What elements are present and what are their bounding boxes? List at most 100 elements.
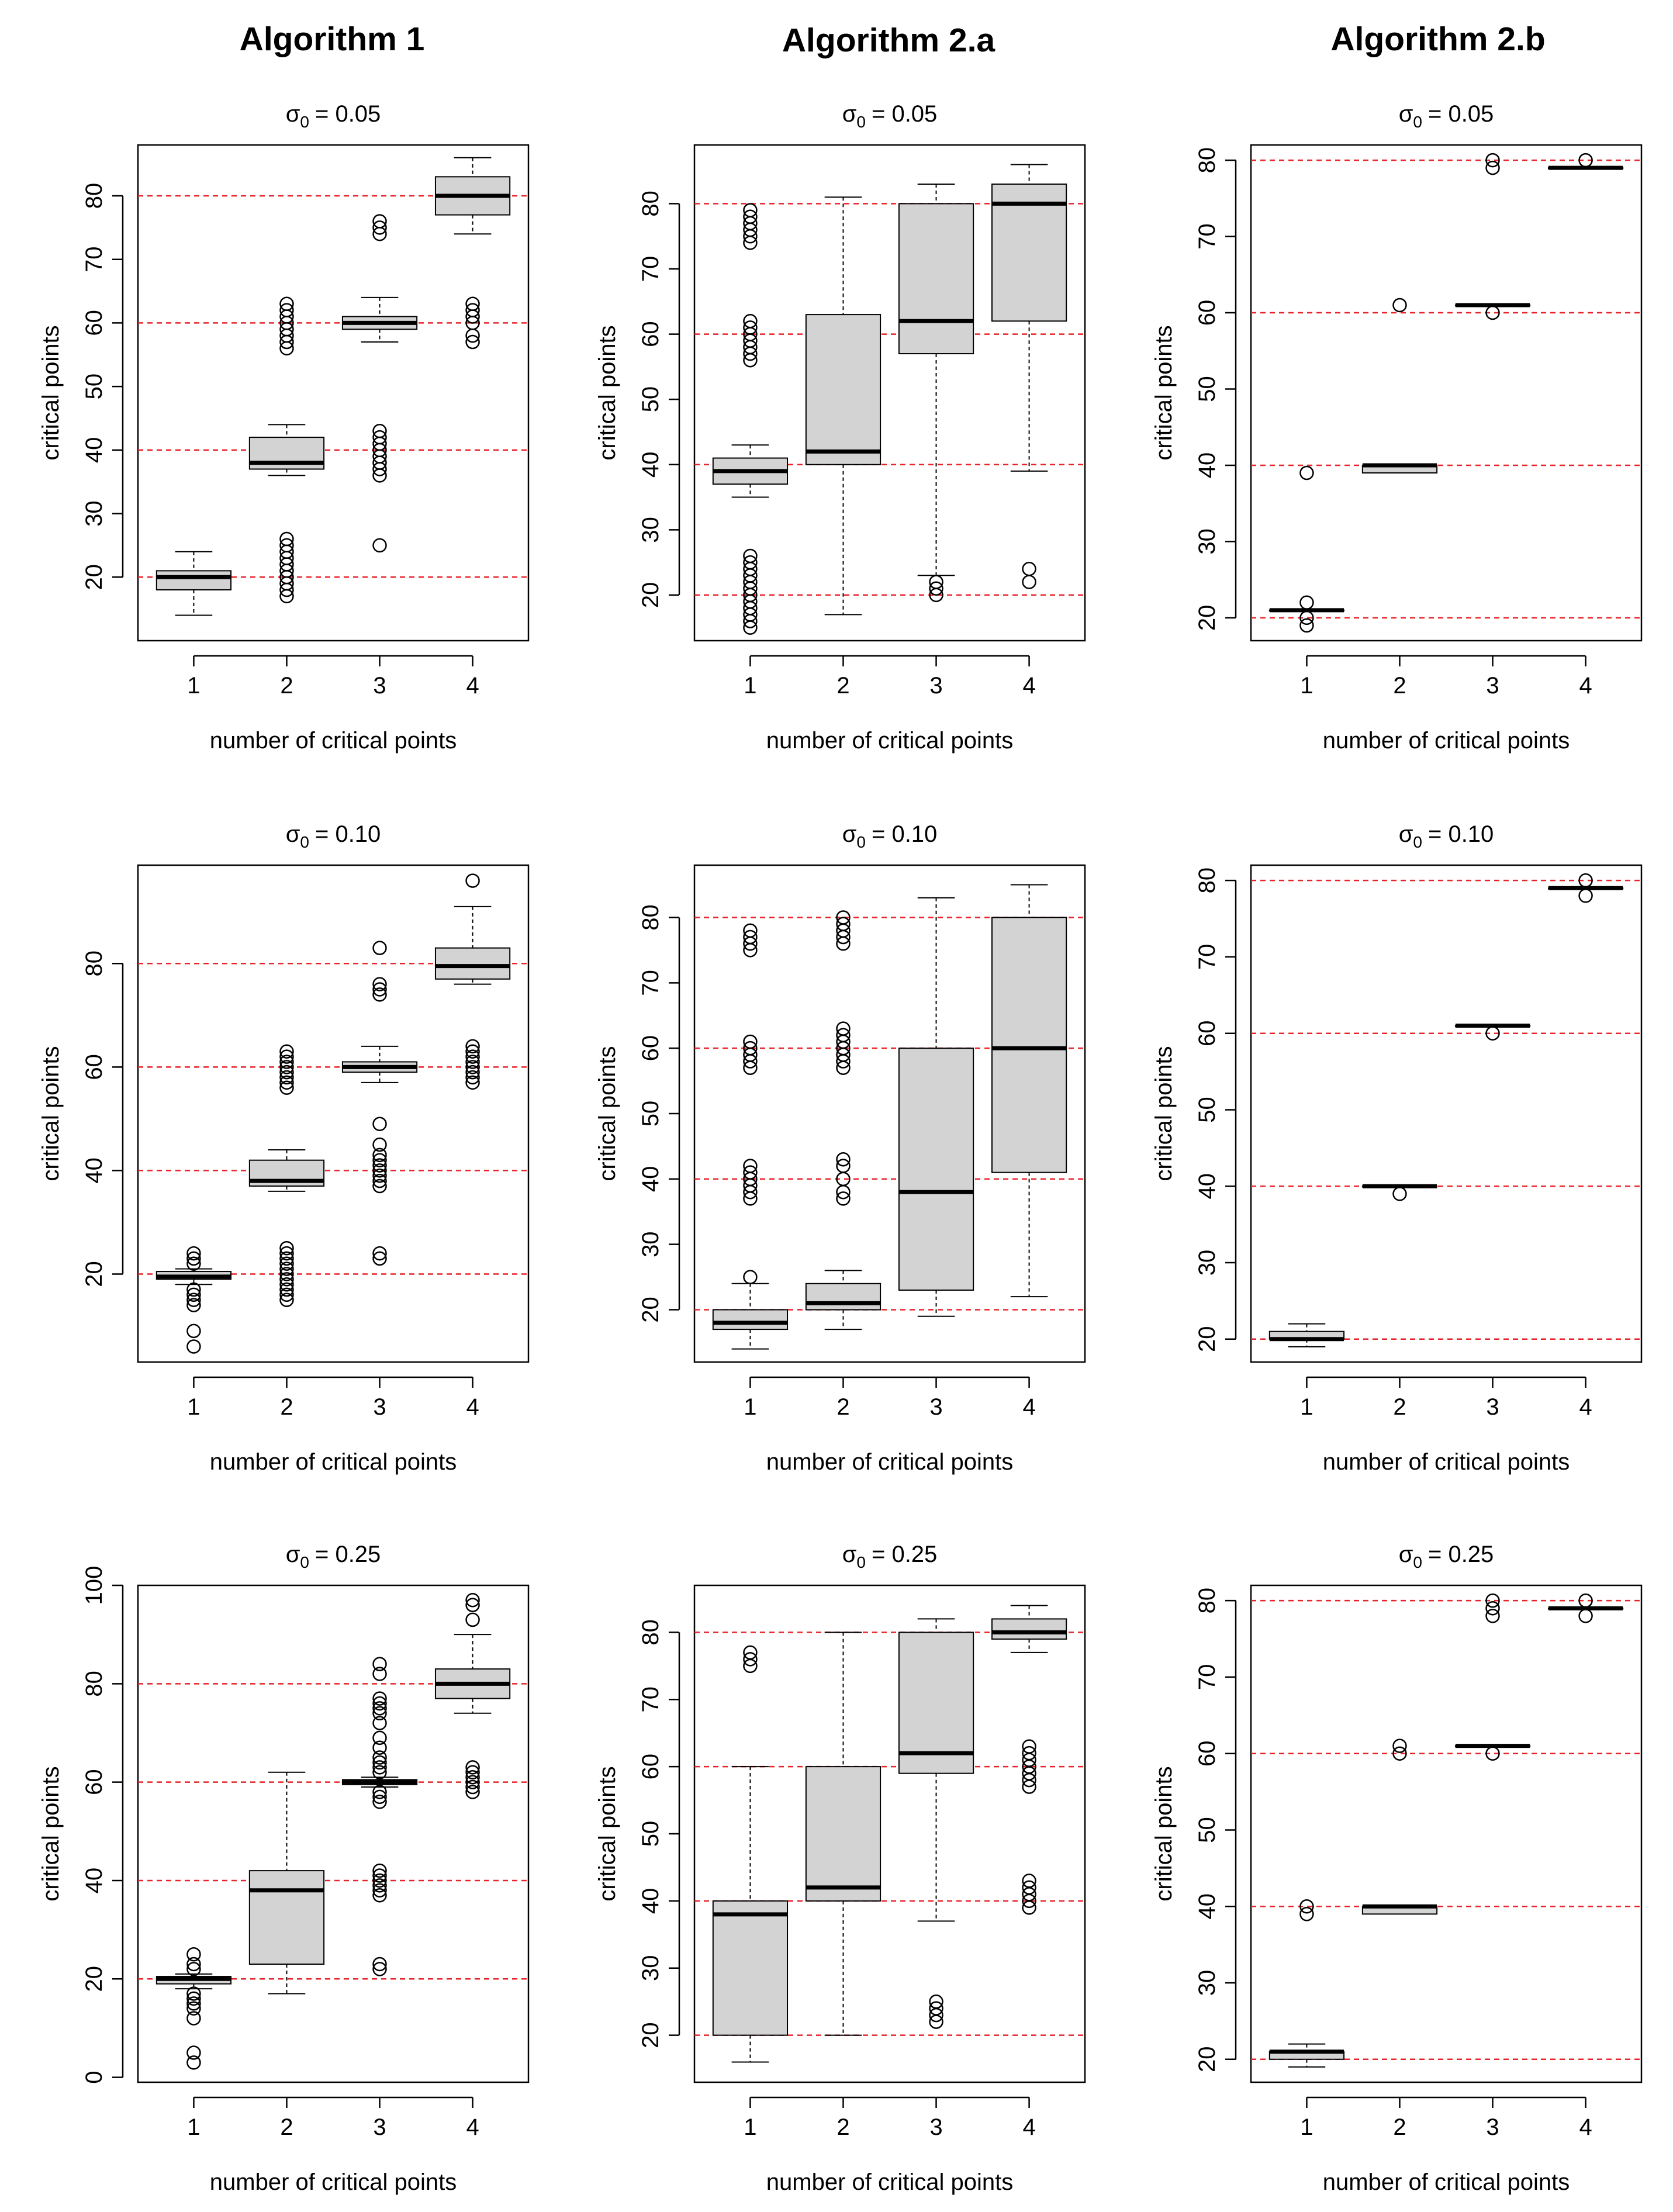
outlier-point xyxy=(279,1292,294,1307)
y-tick-label: 50 xyxy=(1194,1097,1220,1123)
y-axis-label: critical points xyxy=(38,1046,64,1181)
panel-title: σ0 = 0.25 xyxy=(842,1542,938,1571)
x-axis-label: number of critical points xyxy=(210,728,457,754)
y-tick-label: 30 xyxy=(638,517,663,543)
outlier-point xyxy=(465,296,480,312)
box-4 xyxy=(434,873,511,1090)
x-tick-label: 3 xyxy=(929,2114,942,2140)
x-tick-label: 2 xyxy=(1393,1394,1406,1420)
outlier-point xyxy=(743,555,758,570)
outlier-point xyxy=(465,1785,480,1799)
plot-frame xyxy=(137,1584,530,2083)
x-tick-label: 1 xyxy=(744,2114,756,2140)
outlier-point xyxy=(743,929,758,945)
y-tick-label: 20 xyxy=(638,2022,663,2048)
x-tick-label: 3 xyxy=(1486,2114,1499,2140)
box-iqr xyxy=(805,1283,882,1311)
x-axis: 1 2 3 4 number of critical points xyxy=(1300,655,1592,754)
sigma-subscript: 0 xyxy=(1413,113,1422,131)
y-tick-label: 40 xyxy=(638,451,663,478)
box-4 xyxy=(434,157,511,350)
y-tick-label: 60 xyxy=(81,310,107,336)
outlier-point xyxy=(186,1339,201,1354)
column-title-algorithm-2a: Algorithm 2.a xyxy=(782,22,996,59)
y-tick-label: 60 xyxy=(1194,1020,1220,1046)
outlier-point xyxy=(1392,1187,1407,1201)
x-tick-label: 2 xyxy=(280,2114,293,2140)
sigma-value: = 0.25 xyxy=(315,1542,381,1567)
y-tick-label: 80 xyxy=(638,904,663,931)
outlier-point xyxy=(279,1261,294,1276)
outlier-point xyxy=(372,1868,387,1883)
outlier-point xyxy=(372,1730,387,1746)
y-tick-label: 40 xyxy=(638,1166,663,1193)
outlier-point xyxy=(1022,1746,1036,1761)
y-tick-label: 30 xyxy=(638,1955,663,1981)
outlier-point xyxy=(186,1251,201,1266)
panel-alg1-s005: σ0 = 0.05 20 30 40 50 60 70 80 critical points 1 2 3… xyxy=(38,101,530,754)
outlier-point xyxy=(372,1169,387,1183)
sigma-subscript: 0 xyxy=(300,833,309,851)
outlier-point xyxy=(186,1991,201,2006)
panel-title: σ0 = 0.05 xyxy=(1399,101,1494,131)
y-tick-label: 40 xyxy=(1194,1893,1220,1920)
x-axis: 1 2 3 4 number of critical points xyxy=(1300,2096,1592,2195)
outlier-point xyxy=(372,1962,387,1976)
y-tick-label: 20 xyxy=(81,1261,107,1287)
outlier-point xyxy=(372,1148,387,1163)
outlier-point xyxy=(836,910,851,925)
outlier-point xyxy=(279,1246,294,1261)
outlier-point xyxy=(372,214,387,229)
y-tick-label: 50 xyxy=(638,1101,663,1127)
x-tick-label: 4 xyxy=(466,2114,479,2140)
outlier-point xyxy=(1485,1746,1500,1761)
y-axis-label: critical points xyxy=(38,1766,64,1901)
sigma-symbol: σ xyxy=(1399,1542,1413,1567)
box-4 xyxy=(991,1605,1067,1915)
outlier-point xyxy=(279,538,294,553)
outlier-point xyxy=(1485,153,1500,168)
x-tick-label: 4 xyxy=(1579,1394,1592,1420)
outlier-point xyxy=(372,1740,387,1755)
y-tick-label: 0 xyxy=(81,2071,107,2083)
sigma-subscript: 0 xyxy=(300,113,309,131)
box-2 xyxy=(805,910,882,1330)
outlier-point xyxy=(279,1267,294,1281)
outlier-point xyxy=(372,1957,387,1972)
sigma-subscript: 0 xyxy=(1413,1553,1422,1571)
outlier-point xyxy=(465,1765,480,1780)
y-axis-label: critical points xyxy=(1151,1766,1177,1901)
y-tick-label: 60 xyxy=(1194,1740,1220,1767)
outlier-point xyxy=(372,1755,387,1770)
y-tick-label: 30 xyxy=(638,1231,663,1257)
outlier-point xyxy=(743,1652,758,1667)
y-tick-label: 20 xyxy=(81,564,107,590)
outlier-point xyxy=(279,1080,294,1095)
y-axis-label: critical points xyxy=(1151,1046,1177,1181)
y-tick-label: 80 xyxy=(81,951,107,977)
outlier-point xyxy=(186,2001,201,2016)
outlier-point xyxy=(279,1064,294,1080)
box-1 xyxy=(155,551,232,616)
sigma-symbol: σ xyxy=(842,821,857,847)
sigma-value: = 0.05 xyxy=(1428,101,1494,127)
outlier-point xyxy=(186,1947,201,1962)
x-tick-label: 3 xyxy=(373,1394,386,1420)
y-axis: 20 30 40 50 60 70 80 critical points xyxy=(38,183,124,590)
outlier-point xyxy=(465,1039,480,1054)
sigma-symbol: σ xyxy=(1399,101,1413,127)
y-tick-label: 50 xyxy=(81,374,107,400)
sigma-symbol: σ xyxy=(842,1542,857,1567)
outlier-point xyxy=(372,1883,387,1898)
outlier-point xyxy=(743,1041,758,1056)
box-3 xyxy=(1454,1024,1531,1041)
box-1 xyxy=(1268,1899,1345,2068)
box-3 xyxy=(341,1657,418,1976)
outlier-point xyxy=(372,1251,387,1266)
outlier-point xyxy=(372,1888,387,1903)
outlier-point xyxy=(372,982,387,997)
box-4 xyxy=(434,1592,511,1799)
outlier-point xyxy=(1578,889,1593,903)
